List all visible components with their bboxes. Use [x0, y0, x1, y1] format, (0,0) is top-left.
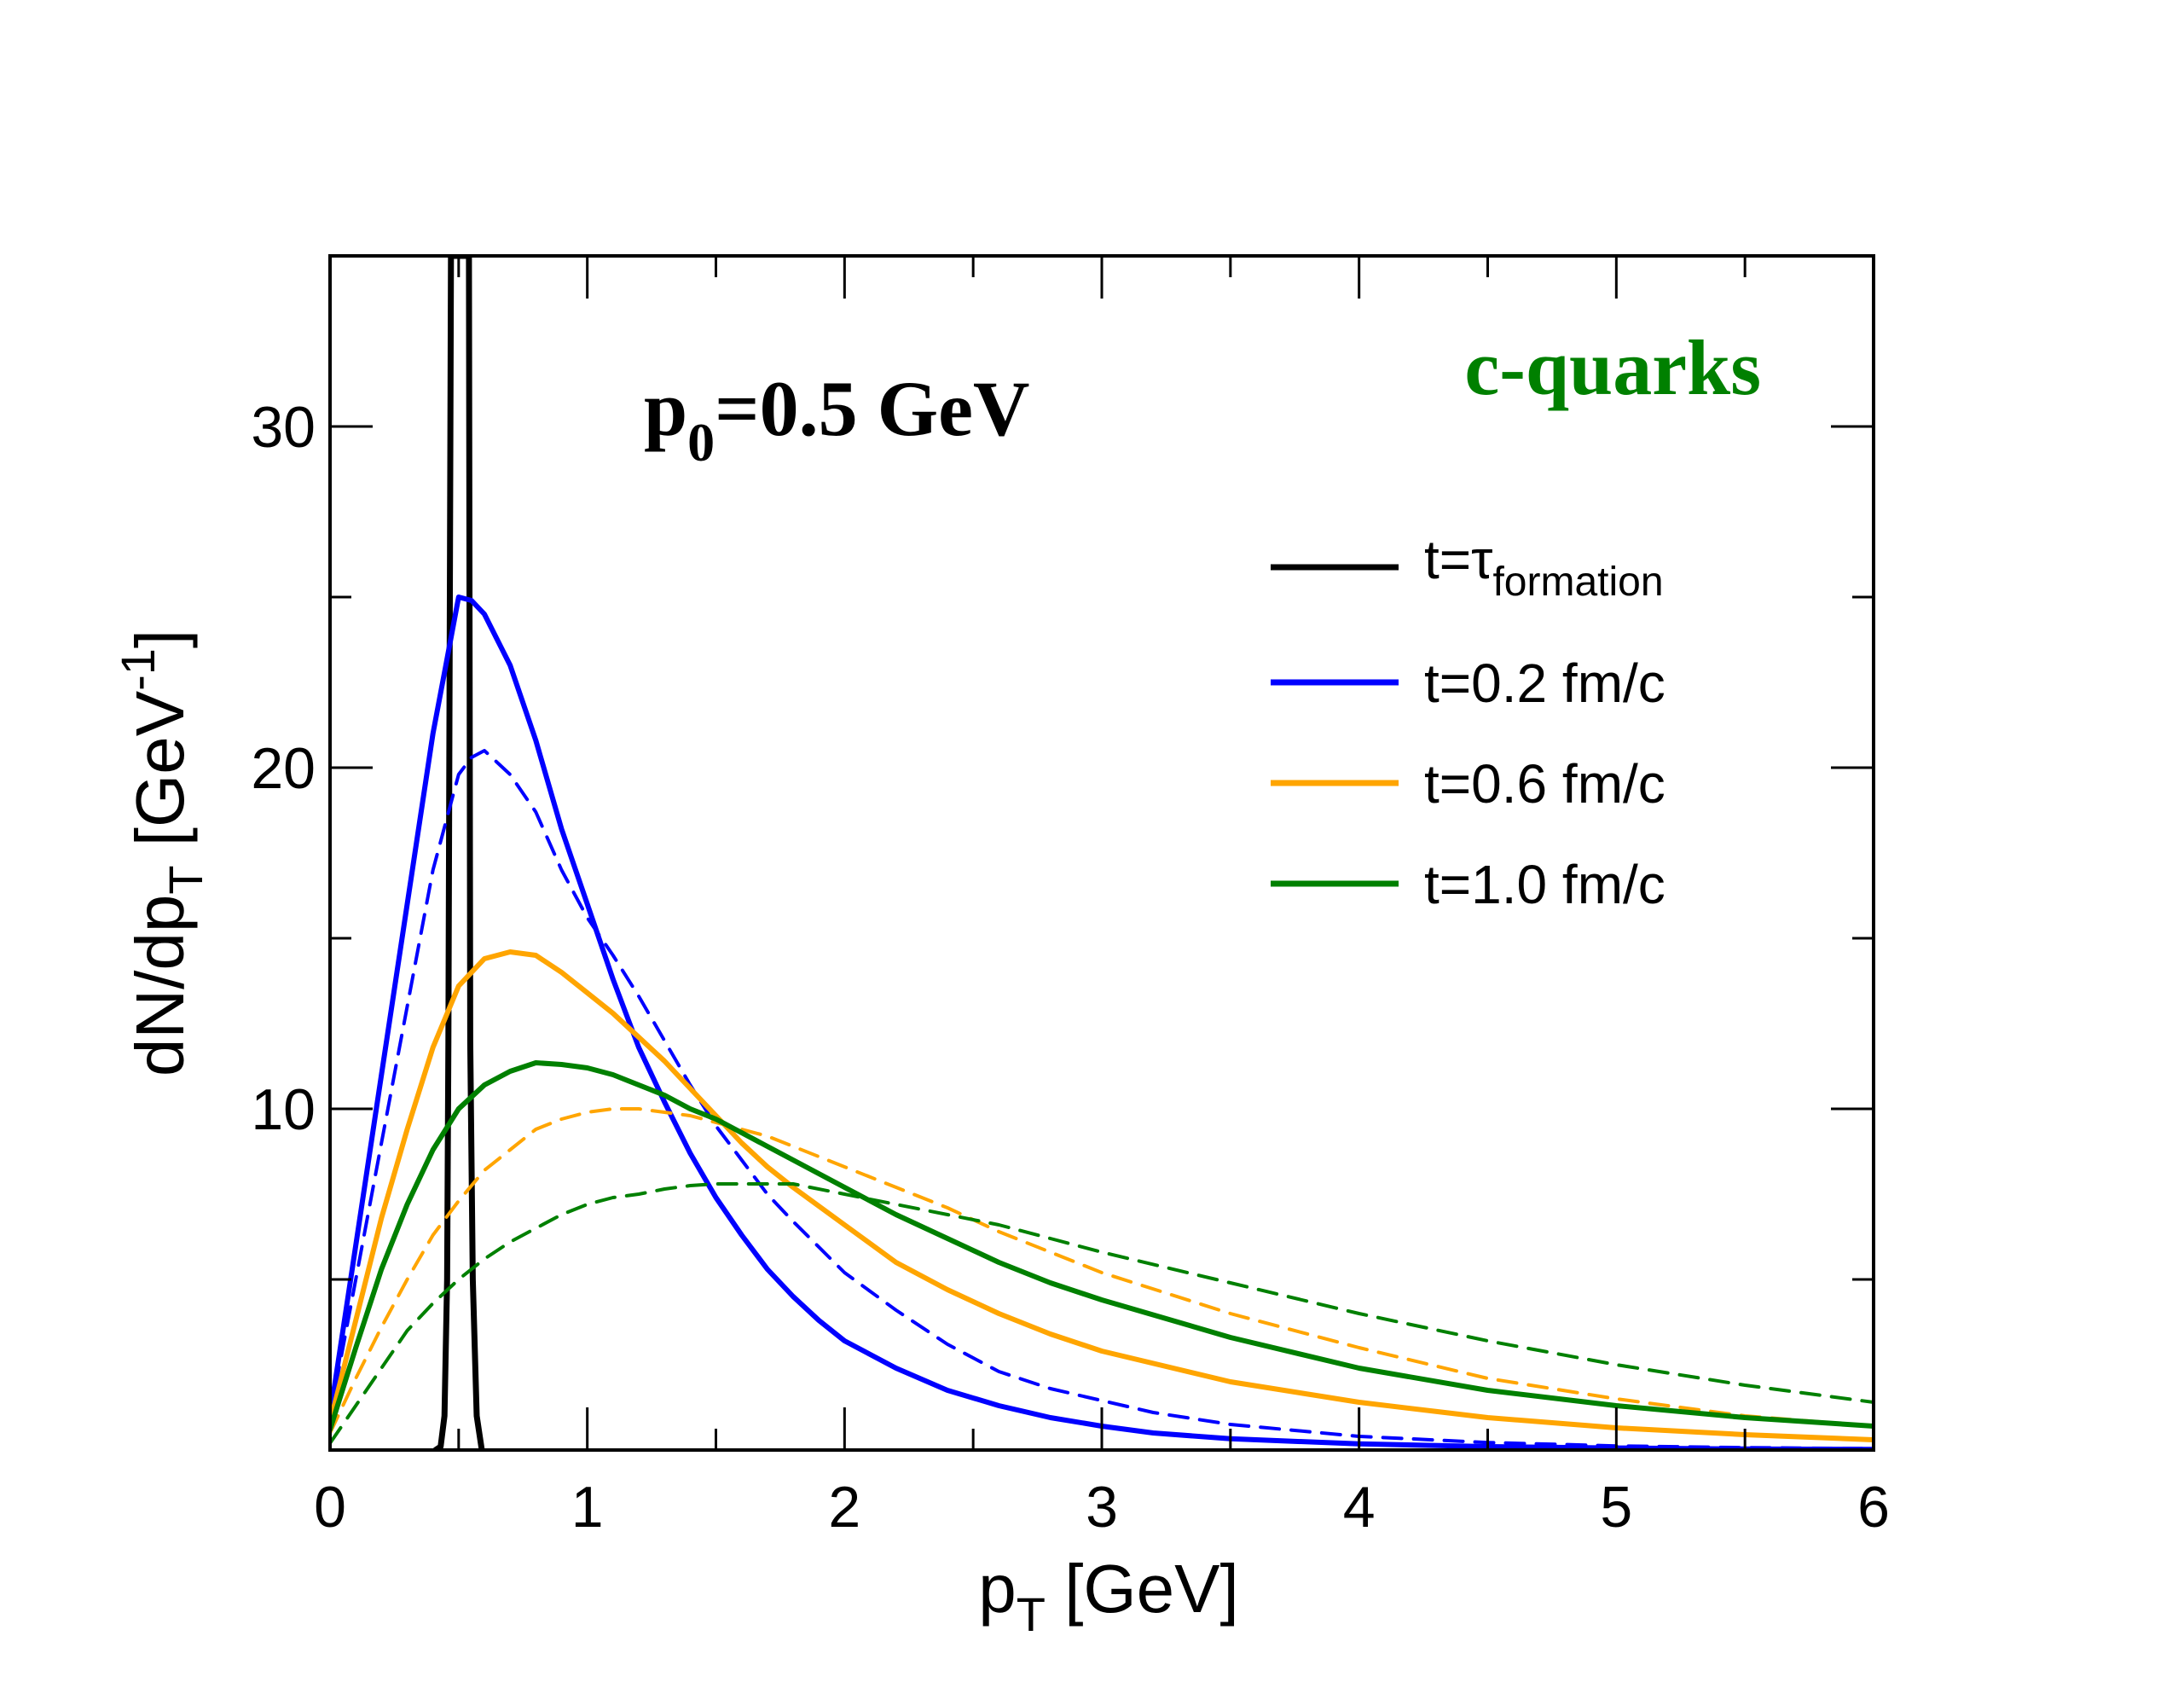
x-tick-label: 3	[1086, 1475, 1118, 1540]
x-tick-label: 6	[1857, 1475, 1890, 1540]
series-line-2	[330, 749, 1874, 1450]
x-tick-label: 0	[314, 1475, 346, 1540]
legend-label-t06: t=0.6 fm/c	[1424, 753, 1666, 815]
y-tick-label: 30	[251, 395, 316, 460]
series-layer	[330, 256, 1874, 1450]
series-line-1	[330, 595, 1874, 1450]
momentum-annotation: p0=0.5 GeV	[644, 365, 1029, 473]
species-annotation: c-quarks	[1464, 324, 1761, 411]
tick-labels-layer: 0 1 2 3 4 5 6 10 20 30	[251, 395, 1890, 1540]
y-axis-title: dN/dpT [GeV-1]	[111, 629, 212, 1076]
series-line-3	[330, 949, 1874, 1442]
legend: t=τformation t=0.2 fm/c t=0.6 fm/c t=1.0…	[1271, 529, 1666, 915]
x-axis-title: pT [GeV]	[978, 1551, 1238, 1641]
series-line-6	[330, 1182, 1874, 1445]
series-line-0	[432, 256, 485, 1450]
y-tick-label: 20	[251, 736, 316, 801]
legend-label-formation: t=τformation	[1424, 529, 1664, 605]
x-tick-label: 2	[828, 1475, 860, 1540]
x-tick-label: 4	[1343, 1475, 1376, 1540]
plot-frame	[328, 254, 1875, 1452]
series-line-5	[330, 1060, 1874, 1432]
series-line-4	[330, 1107, 1874, 1435]
x-tick-label: 1	[571, 1475, 604, 1540]
legend-label-t10: t=1.0 fm/c	[1424, 854, 1666, 915]
legend-label-t02: t=0.2 fm/c	[1424, 653, 1666, 714]
y-tick-label: 10	[251, 1077, 316, 1142]
x-tick-label: 5	[1600, 1475, 1632, 1540]
